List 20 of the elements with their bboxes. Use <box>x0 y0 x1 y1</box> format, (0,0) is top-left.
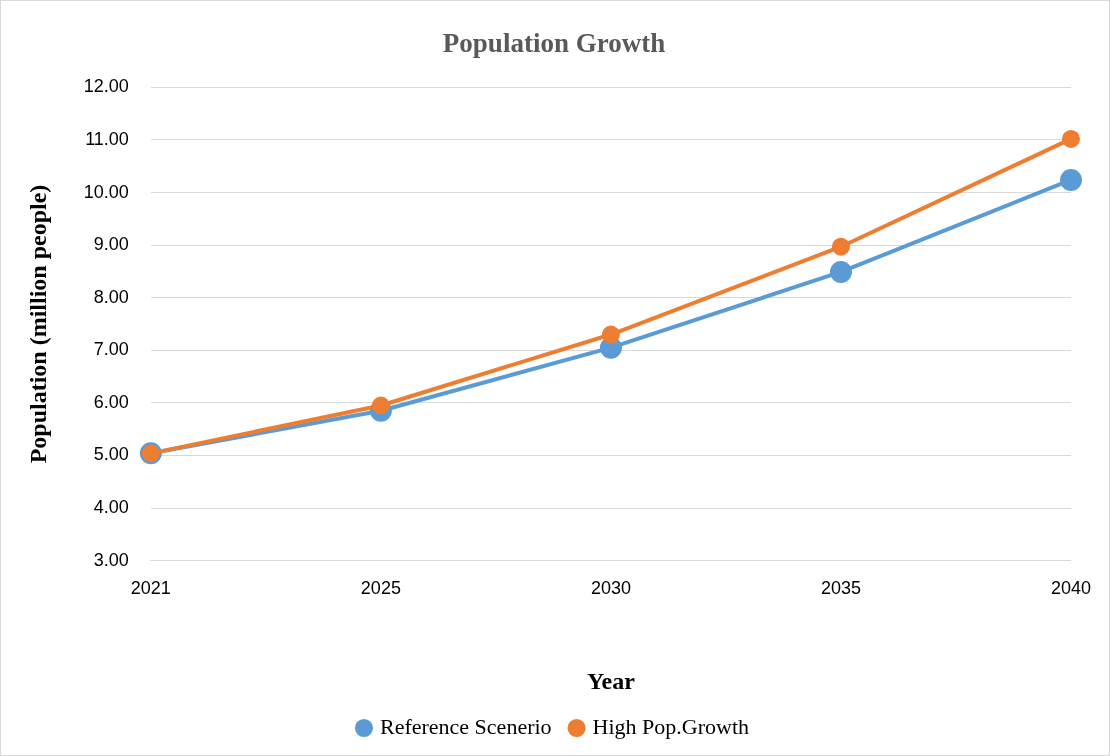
x-tick-label: 2040 <box>1050 578 1091 599</box>
x-tick-label: 2021 <box>130 578 171 599</box>
y-tick-label: 8.00 <box>93 286 129 307</box>
x-axis-title: Year <box>586 667 636 694</box>
y-tick-label: 5.00 <box>93 444 129 465</box>
y-tick-label: 4.00 <box>93 496 129 517</box>
y-tick-label: 10.00 <box>83 181 129 202</box>
x-tick-label: 2025 <box>360 578 401 599</box>
y-axis-title: Population (million people) <box>24 184 51 464</box>
legend-label: High Pop.Growth <box>592 713 750 739</box>
chart-title: Population Growth <box>442 28 666 59</box>
y-tick-label: 6.00 <box>93 391 129 412</box>
y-tick-label: 7.00 <box>93 339 129 360</box>
x-tick-label: 2030 <box>590 578 631 599</box>
y-tick-label: 12.00 <box>83 76 129 97</box>
legend-label: Reference Scenerio <box>379 713 552 739</box>
y-tick-label: 3.00 <box>93 549 129 570</box>
x-tick-label: 2035 <box>820 578 861 599</box>
y-tick-label: 9.00 <box>93 234 129 255</box>
y-tick-label: 11.00 <box>85 128 129 149</box>
